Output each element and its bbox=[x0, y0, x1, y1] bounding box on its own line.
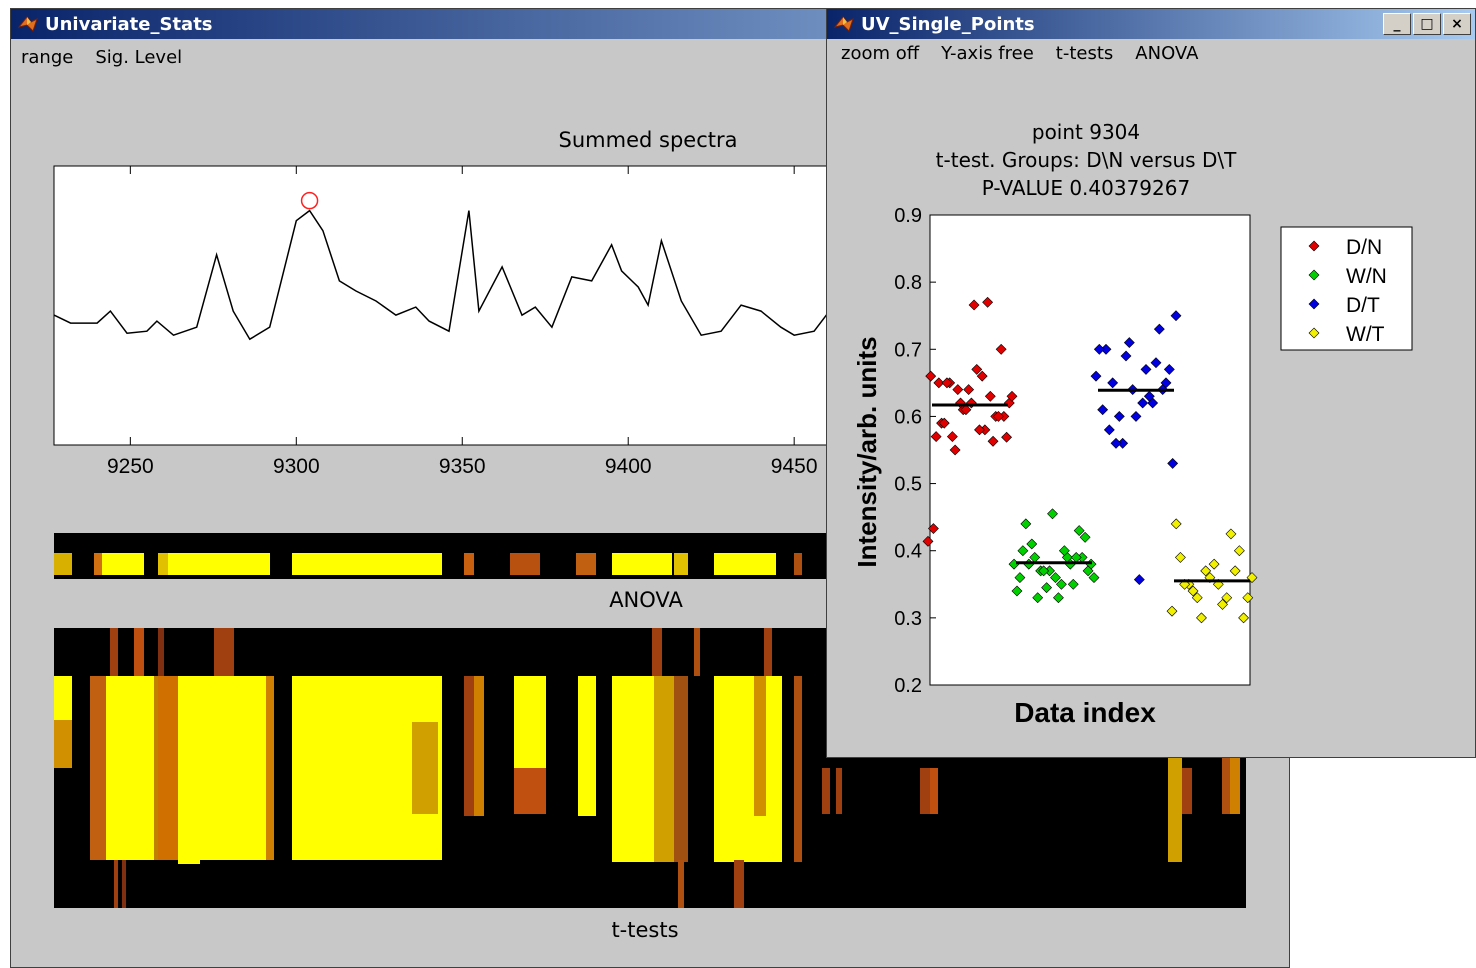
menu-sig-level[interactable]: Sig. Level bbox=[95, 46, 183, 68]
uv-single-points-window: UV_Single_Points _ □ × zoom off Y-axis f… bbox=[826, 8, 1476, 758]
close-button[interactable]: × bbox=[1443, 13, 1471, 35]
main-menubar: range Sig. Level bbox=[11, 43, 1289, 71]
anova-bands bbox=[54, 553, 802, 575]
anova-label: ANOVA bbox=[609, 588, 683, 612]
ttests-label: t-tests bbox=[611, 918, 679, 942]
window-controls: _ □ × bbox=[1383, 13, 1471, 35]
scatter-subtitle: t-test. Groups: D\N versus D\T bbox=[935, 148, 1237, 172]
matlab-icon bbox=[17, 16, 38, 32]
scatter-pvalue: P-VALUE 0.40379267 bbox=[981, 176, 1191, 200]
close-icon: × bbox=[1451, 16, 1463, 32]
scatter-title: point 9304 bbox=[1031, 120, 1141, 144]
spectrum-title: Summed spectra bbox=[558, 128, 738, 152]
menu-anova[interactable]: ANOVA bbox=[1135, 42, 1199, 64]
points-window-title: UV_Single_Points bbox=[861, 13, 1035, 35]
menu-zoom-off[interactable]: zoom off bbox=[841, 42, 920, 64]
ttests-bands bbox=[54, 628, 1240, 908]
menu-range[interactable]: range bbox=[21, 46, 74, 68]
main-window-title: Univariate_Stats bbox=[45, 13, 213, 35]
points-titlebar[interactable]: UV_Single_Points _ □ × bbox=[827, 9, 1475, 39]
minimize-button[interactable]: _ bbox=[1383, 13, 1411, 35]
anova-heatmap[interactable] bbox=[54, 533, 854, 579]
menu-y-axis-free[interactable]: Y-axis free bbox=[941, 42, 1034, 64]
maximize-button[interactable]: □ bbox=[1413, 13, 1441, 35]
matlab-icon bbox=[833, 16, 854, 32]
maximize-icon: □ bbox=[1420, 16, 1434, 32]
minimize-icon: _ bbox=[1393, 16, 1401, 32]
menu-t-tests[interactable]: t-tests bbox=[1055, 42, 1114, 64]
points-menubar: zoom off Y-axis free t-tests ANOVA bbox=[827, 39, 1475, 67]
